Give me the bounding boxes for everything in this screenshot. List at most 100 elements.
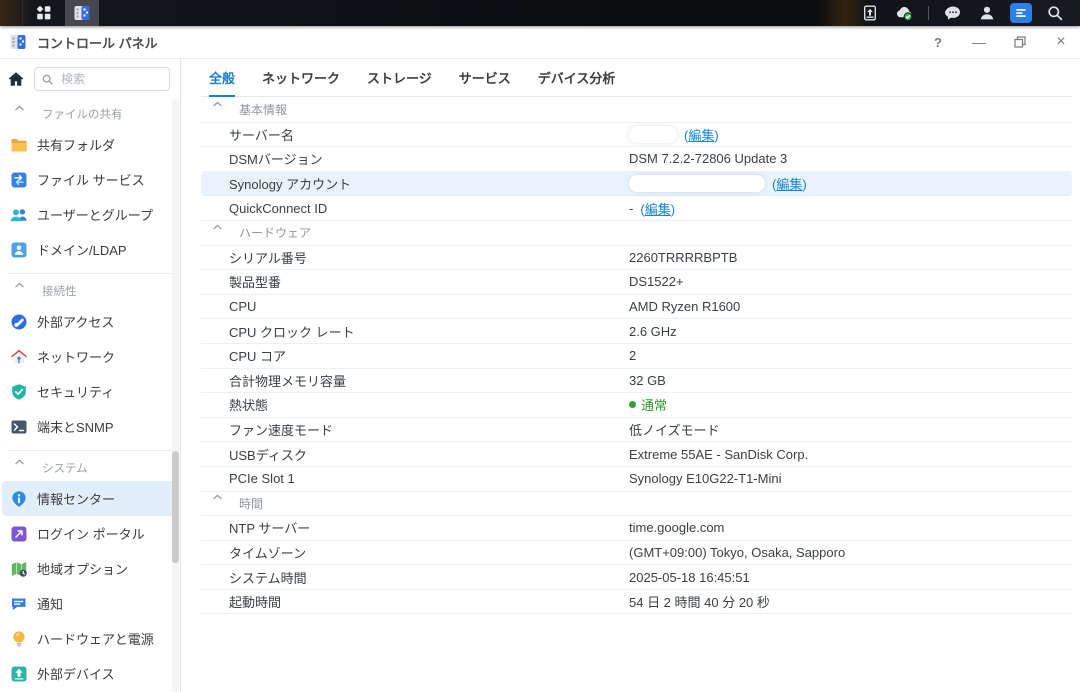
sidebar-item-label: ユーザーとグループ [37,208,153,223]
sidebar-section-divider [8,450,172,451]
sidebar-item-notifications[interactable]: 通知 [2,586,174,621]
home-icon [7,70,25,88]
row-label: CPU [229,299,257,315]
edit-link[interactable]: (編集) [684,127,719,143]
sidebar-item-shared-folder[interactable]: 共有フォルダ [2,127,174,162]
users-groups-icon [10,206,28,224]
sidebar-item-label: ハードウェアと電源 [37,632,154,647]
sidebar-scrollbar-track[interactable] [172,99,179,692]
row-value-text: 2260TRRRRBPTB [629,249,738,265]
sidebar-item-users-groups[interactable]: ユーザーとグループ [2,197,174,232]
row-label: QuickConnect ID [229,200,328,216]
tab-bar: 全般 ネットワーク ストレージ サービス デバイス分析 [201,59,1072,97]
row-value-text: (GMT+09:00) Tokyo, Osaka, Sapporo [629,544,846,560]
taskbar-button-cloud-sync[interactable] [890,0,918,26]
file-services-icon [10,171,28,189]
info-row: サーバー名 (編集) [201,123,1072,148]
row-label: CPU クロック レート [229,324,355,340]
sidebar-item-hardware-power[interactable]: ハードウェアと電源 [2,621,174,656]
row-value: AMD Ryzen R1600 [629,299,740,314]
row-value: time.google.com [629,520,724,535]
restore-icon[interactable] [1013,35,1027,49]
taskbar-button-search[interactable] [1041,0,1069,26]
sidebar-scrollbar-thumb[interactable] [172,451,179,563]
row-label: ファン速度モード [229,423,334,439]
row-value: DS1522+ [629,274,684,289]
external-devices-icon [10,665,28,683]
taskbar-button-device-backup[interactable] [856,0,884,26]
device-backup-icon [861,4,879,22]
row-value: Extreme 55AE - SanDisk Corp. [629,447,808,462]
info-row: 合計物理メモリ容量 32 GB [201,369,1072,394]
info-row: CPU AMD Ryzen R1600 [201,295,1072,320]
network-icon [10,348,28,366]
info-row: CPU コア 2 [201,344,1072,369]
row-value: - (編集) [629,199,675,218]
taskbar-active-app-control-panel[interactable] [65,0,99,26]
sidebar-search[interactable] [34,67,170,91]
home-button[interactable] [5,68,27,90]
sidebar-item-terminal-snmp[interactable]: 端末とSNMP [2,409,174,444]
content-section-title: 時間 [239,496,264,511]
sidebar-item-label: 外部アクセス [37,315,115,330]
taskbar-button-chat[interactable] [939,0,967,26]
help-button[interactable]: ? [934,34,942,50]
hardware-power-icon [10,630,28,648]
row-value-text: 54 日 2 時間 40 分 20 秒 [629,595,770,611]
show-desktop-strip[interactable] [0,0,23,26]
content-section-header[interactable]: 基本情報 [201,98,1072,123]
sidebar-section-header[interactable]: システム [0,454,180,481]
row-value: 54 日 2 時間 40 分 20 秒 [629,592,770,611]
chevron-up-icon [15,105,33,123]
sidebar-item-external-access[interactable]: 外部アクセス [2,304,174,339]
sidebar-item-login-portal[interactable]: ログイン ポータル [2,516,174,551]
row-value-text: time.google.com [629,520,725,536]
sidebar-item-label: 共有フォルダ [37,138,116,153]
sidebar-item-external-devices[interactable]: 外部デバイス [2,656,174,691]
widgets-active-background [1010,3,1032,23]
row-value-text: Synology E10G22-T1-Mini [629,471,782,487]
taskbar-button-widgets[interactable] [1007,0,1035,26]
content-section-header[interactable]: 時間 [201,492,1072,517]
sidebar-item-info-center[interactable]: 情報センター [2,481,174,516]
regional-options-icon [10,560,28,578]
tab-3[interactable]: ストレージ [367,70,432,86]
sidebar-item-label: 端末とSNMP [37,420,114,435]
row-value: 低ノイズモード [629,420,720,439]
row-label: DSMバージョン [229,152,323,168]
sidebar-item-label: ネットワーク [37,350,116,365]
info-row: 熱状態 通常 [201,393,1072,418]
sidebar-item-domain-ldap[interactable]: ドメイン/LDAP [2,232,174,267]
redacted-value [629,125,677,143]
tab-5[interactable]: デバイス分析 [537,70,616,86]
minimize-button[interactable]: — [972,34,986,50]
edit-link[interactable]: (編集) [640,201,676,217]
row-value-text: 32 GB [629,372,666,388]
sidebar-item-file-services[interactable]: ファイル サービス [2,162,174,197]
shared-folder-icon [10,136,28,154]
row-label: CPU コア [229,349,287,365]
tab-1[interactable]: 全般 [209,59,236,97]
info-row: DSMバージョン DSM 7.2.2-72806 Update 3 [201,147,1072,172]
row-value: DSM 7.2.2-72806 Update 3 [629,151,787,166]
edit-link[interactable]: (編集) [772,177,807,193]
main-menu-button[interactable] [23,0,65,26]
search-icon [1046,4,1064,22]
sidebar-item-security[interactable]: セキュリティ [2,374,174,409]
sidebar-item-network[interactable]: ネットワーク [2,339,174,374]
taskbar-button-user[interactable] [973,0,1001,26]
close-button[interactable]: × [1056,33,1066,50]
content-section-header[interactable]: ハードウェア [201,221,1072,246]
row-label: NTP サーバー [229,521,311,537]
window-titlebar: コントロール パネル ? — × [0,26,1080,59]
row-value: (編集) [629,174,807,193]
search-input[interactable] [59,71,163,87]
tab-2[interactable]: ネットワーク [262,70,341,86]
sidebar-section-header[interactable]: ファイルの共有 [0,100,180,127]
sidebar-item-label: 外部デバイス [37,667,115,682]
info-row: Synology アカウント (編集) [201,171,1072,197]
sidebar-section-header[interactable]: 接続性 [0,277,180,304]
sidebar-item-regional-options[interactable]: 地域オプション [2,551,174,586]
tab-4[interactable]: サービス [458,70,511,86]
